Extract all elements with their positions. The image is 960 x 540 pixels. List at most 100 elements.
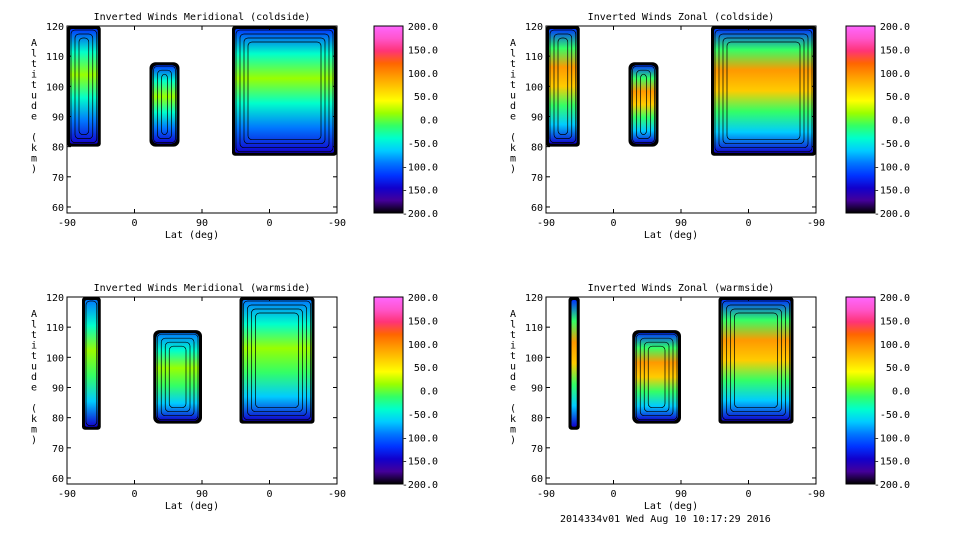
x-tick-label: 90 (196, 489, 208, 500)
colorbar-tick-label: -200.0 (402, 209, 438, 220)
colorbar-scale (373, 25, 404, 214)
y-tick-label: 80 (531, 414, 543, 425)
contour-line (74, 33, 94, 139)
x-tick-label: 0 (745, 218, 751, 229)
colorbar-tick-label: -150.0 (874, 457, 910, 468)
colorbar-tick-label: 50.0 (414, 92, 438, 103)
y-tick-label: 110 (525, 323, 543, 334)
contour-line (85, 300, 98, 427)
colorbar-tick-label: -100.0 (402, 433, 438, 444)
y-tick-label: 80 (531, 143, 543, 154)
x-tick-label: -90 (807, 489, 825, 500)
contour-line (247, 41, 322, 141)
contour-region-fill (549, 29, 577, 144)
y-tick-label: 110 (46, 323, 64, 334)
contour-region-fill (85, 300, 98, 427)
y-tick-label: 60 (531, 203, 543, 214)
colorbar-tick-label: 150.0 (408, 45, 438, 56)
colorbar-tick-label: 0.0 (420, 116, 438, 127)
colorbar-scale (845, 25, 876, 214)
contour-region (232, 26, 337, 156)
x-axis-label: Lat (deg) (165, 501, 219, 512)
contour-region-fill (156, 333, 199, 421)
colorbar-tick-label: 200.0 (880, 293, 910, 304)
contour-region (149, 62, 180, 147)
x-tick-label: -90 (58, 489, 76, 500)
y-tick-label: 60 (52, 474, 64, 485)
colorbar: 200.0 150.0 100.0 50.0 0.0 -50.0 -100.0 -150.0 -… (845, 22, 910, 220)
colorbar-tick-label: -100.0 (874, 162, 910, 173)
contour-region-fill (721, 300, 791, 421)
contour-line (635, 333, 678, 421)
y-tick-label: 80 (52, 414, 64, 425)
panel-2: Inverted Winds Zonal (coldside) 60 70 80 90 1… (510, 12, 910, 241)
contour-region (628, 62, 659, 147)
contour-line (734, 312, 778, 409)
panel-1: Inverted Winds Meridional (coldside) 60 70… (31, 12, 438, 241)
colorbar-tick-label: 50.0 (886, 363, 910, 374)
y-tick-label: 120 (46, 293, 64, 304)
contour-region-fill (631, 65, 656, 144)
contour-line (636, 69, 651, 139)
contour-line (643, 341, 670, 413)
colorbar-tick-label: 100.0 (408, 340, 438, 351)
contour-line (168, 345, 187, 409)
x-tick-label: 0 (610, 218, 616, 229)
contour-line (161, 73, 168, 135)
x-tick-label: -90 (328, 218, 346, 229)
contour-line (239, 33, 330, 149)
contour-line (78, 37, 90, 135)
colorbar-scale (373, 296, 404, 485)
x-tick-label: 0 (266, 489, 272, 500)
contour-line (157, 69, 172, 139)
colorbar-tick-label: -100.0 (402, 162, 438, 173)
y-tick-label: 110 (46, 52, 64, 63)
x-tick-label: 0 (131, 489, 137, 500)
colorbar: 200.0 150.0 100.0 50.0 0.0 -50.0 -100.0 -150.0 -… (373, 293, 438, 491)
colorbar: 200.0 150.0 100.0 50.0 0.0 -50.0 -100.0 -150.0 -… (845, 293, 910, 491)
x-axis-label: Lat (deg) (644, 501, 698, 512)
y-tick-label: 70 (531, 444, 543, 455)
contour-line (640, 73, 647, 135)
y-tick-label: 90 (531, 383, 543, 394)
colorbar-tick-label: 200.0 (880, 22, 910, 33)
contour-region-fill (70, 29, 98, 144)
x-tick-label: -90 (58, 218, 76, 229)
colorbar-tick-label: -150.0 (402, 457, 438, 468)
contour-line (714, 29, 813, 153)
contour-line (632, 65, 655, 143)
x-axis-label: Lat (deg) (644, 230, 698, 241)
contour-region (711, 26, 816, 156)
colorbar-tick-label: -200.0 (874, 209, 910, 220)
contour-region-fill (571, 300, 577, 427)
colorbar-tick-label: -100.0 (874, 433, 910, 444)
contour-line (247, 304, 307, 417)
x-tick-label: 90 (196, 218, 208, 229)
colorbar-tick-label: -50.0 (880, 139, 910, 150)
contour-line (726, 41, 801, 141)
colorbar-tick-label: -50.0 (880, 410, 910, 421)
colorbar-tick-label: 0.0 (892, 387, 910, 398)
y-tick-label: 80 (52, 143, 64, 154)
x-tick-label: -90 (328, 489, 346, 500)
y-tick-label: 90 (52, 112, 64, 123)
panel-3: Inverted Winds Meridional (warmside) 60 70… (31, 283, 438, 512)
x-tick-label: 0 (131, 218, 137, 229)
colorbar-tick-label: 100.0 (880, 340, 910, 351)
contour-line (730, 308, 782, 413)
x-tick-label: -90 (807, 218, 825, 229)
colorbar-tick-label: 150.0 (880, 45, 910, 56)
contour-line (553, 33, 573, 139)
contour-region (568, 297, 580, 430)
contour-region (632, 330, 681, 424)
contour-region (546, 26, 580, 147)
contour-region (239, 297, 315, 424)
colorbar-tick-label: -50.0 (408, 139, 438, 150)
contour-line (243, 300, 311, 421)
contour-line (722, 37, 805, 145)
contour-region-fill (235, 29, 334, 153)
y-tick-label: 100 (525, 82, 543, 93)
y-tick-label: 100 (525, 353, 543, 364)
